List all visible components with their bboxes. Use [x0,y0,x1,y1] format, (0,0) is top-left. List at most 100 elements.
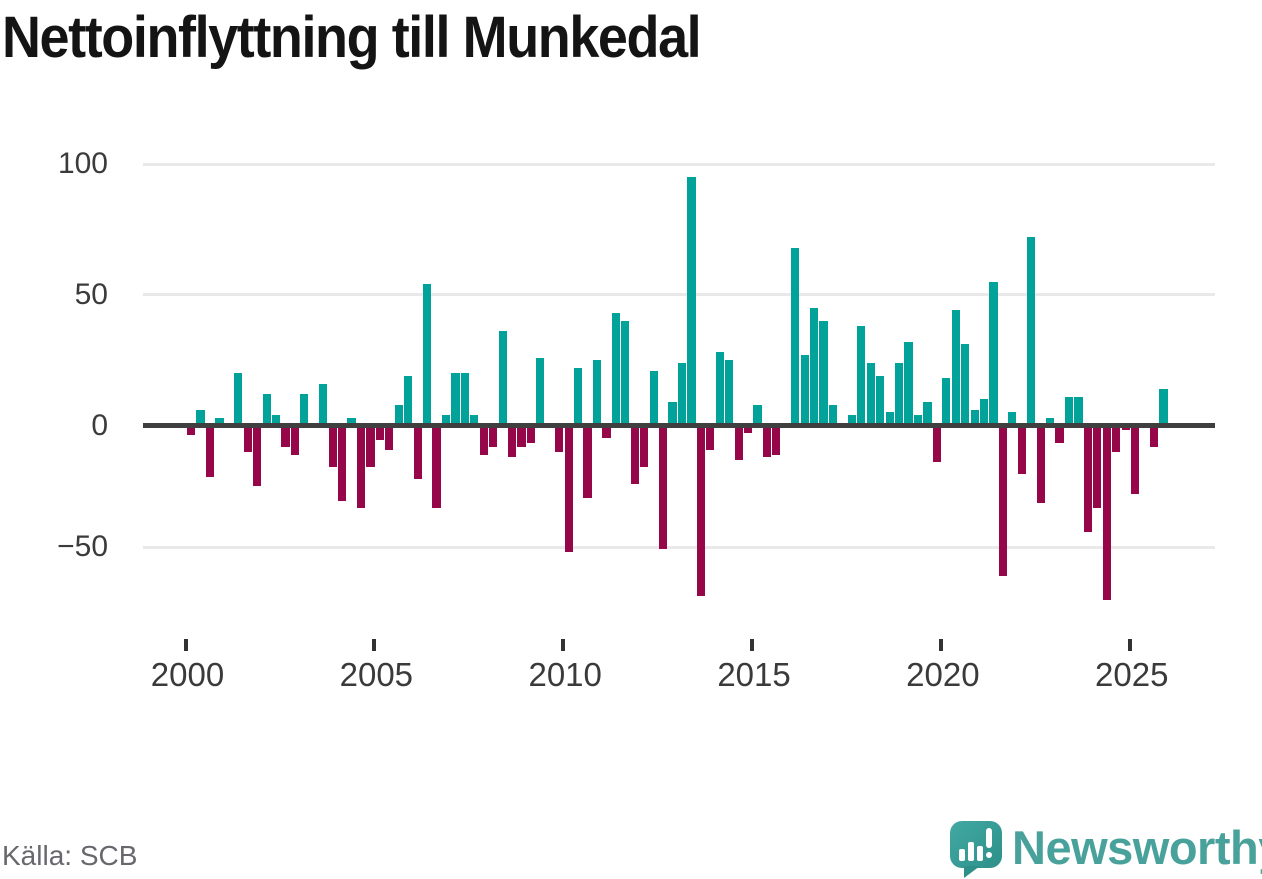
x-axis-tick [938,639,943,651]
newsworthy-logo-mark-icon [950,821,1002,868]
data-bar [828,404,838,426]
data-bar [300,394,309,426]
data-bar [1036,425,1045,504]
data-bar [243,425,252,453]
data-bar [932,425,941,462]
x-axis-tick [561,639,566,651]
data-bar [904,341,913,426]
data-bar [791,247,800,426]
data-bar [847,415,856,426]
data-bar [1083,425,1092,533]
data-bar [668,401,677,426]
data-bar [319,383,328,426]
data-bar [451,373,460,426]
data-bar [611,313,620,426]
gridline-y50 [143,293,1215,297]
data-bar [885,412,894,426]
data-bar [1131,425,1140,494]
data-bar [961,344,970,426]
data-bar [715,352,724,426]
data-bar [857,326,866,426]
data-bar [290,425,300,455]
data-bar [762,425,772,458]
data-bar [526,425,536,443]
data-bar [895,362,904,426]
data-bar [602,425,611,438]
data-bar [347,417,356,426]
data-bar [385,425,394,450]
y-axis-label: 0 [91,408,108,442]
data-bar [432,425,441,509]
data-bar [338,425,347,501]
data-bar [696,425,705,596]
data-bar [574,367,583,426]
data-bar [470,415,479,426]
data-bar [1017,425,1026,475]
data-bar [441,415,451,426]
data-bar [460,373,469,426]
y-axis-label: −50 [57,530,108,563]
data-bar [517,425,526,448]
data-bar [659,425,668,550]
chart-title: Nettoinflyttning till Munkedal [2,5,702,70]
x-axis-label: 2015 [717,656,791,693]
x-axis-label: 2025 [1095,656,1169,693]
data-bar [998,425,1008,577]
x-axis-tick [1127,639,1132,651]
data-bar [725,360,734,426]
data-bar [1008,412,1017,426]
data-bar [271,415,281,426]
logo-bar-icon [968,842,974,861]
data-bar [423,284,432,426]
data-bar [1055,425,1064,443]
data-bar [394,404,403,426]
data-bar [970,409,979,426]
x-axis-label: 2005 [339,656,414,693]
data-bar [253,425,262,487]
data-bar [592,360,602,426]
gridline-y-50 [143,545,1215,549]
source-note: Källa: SCB [2,840,138,871]
x-axis-tick [183,639,188,651]
logo-bar-icon [959,849,965,861]
data-bar [866,362,875,426]
data-bar [1027,237,1036,426]
data-bar [649,370,658,426]
data-bar [989,281,998,426]
newsworthy-wordmark: Newsworthy [1012,821,1262,874]
data-bar [328,425,337,467]
data-bar [800,354,809,426]
x-axis-tick [750,639,755,651]
data-bar [1046,417,1055,426]
data-bar [366,425,375,467]
data-bar [979,399,989,426]
logo-bar-icon [977,846,983,861]
data-bar [772,425,781,455]
data-bar [281,425,290,448]
data-bar [1093,425,1102,509]
data-bar [743,425,753,433]
data-bar [196,409,205,426]
gridline-y100 [143,162,1215,166]
data-bar [913,415,923,426]
data-bar [262,394,271,426]
data-bar [923,401,932,426]
y-axis-label: 50 [74,277,108,311]
data-bar [1112,425,1121,453]
data-bar [687,177,696,426]
data-bar [404,375,413,426]
y-axis-label: 100 [57,147,108,181]
data-bar [187,425,196,436]
data-bar [234,373,243,426]
data-bar [555,425,564,453]
data-bar [583,425,592,499]
data-bar [1064,396,1074,426]
data-bar [876,375,885,426]
data-bar [215,417,224,426]
data-bar [507,425,517,458]
data-bar [734,425,743,460]
data-bar [479,425,488,455]
data-bar [498,331,507,426]
data-bar [356,425,366,509]
